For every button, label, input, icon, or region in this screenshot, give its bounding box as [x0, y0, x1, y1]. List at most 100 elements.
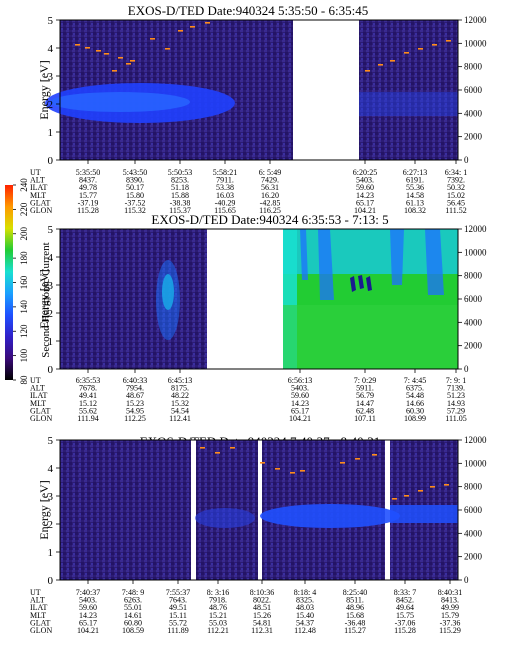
- y2-tick-label: 12000: [464, 224, 487, 234]
- y2-tick-label: 12000: [464, 435, 487, 445]
- table-cell: 65.17: [79, 618, 97, 627]
- colorbar-tick-label: 120: [19, 324, 29, 338]
- table-cell: 48.03: [296, 603, 314, 612]
- table-row-label: UT: [30, 588, 41, 597]
- table-cell: 48.51: [253, 603, 271, 612]
- colorbar-tick-label: 220: [19, 202, 29, 216]
- panel-2-data-gap: [207, 229, 283, 369]
- table-cell: 112.21: [207, 626, 229, 635]
- colorbar-tick-label: 180: [19, 251, 29, 265]
- table-cell: 104.21: [289, 414, 311, 423]
- table-cell: 54.95: [126, 406, 144, 415]
- panel-1-title: EXOS-D/TED Date:940324 5:35:50 - 6:35:45: [128, 3, 368, 18]
- table-cell: -40.29: [215, 198, 236, 207]
- temp-dash: [432, 44, 437, 46]
- table-cell: 6: 5:49: [259, 168, 281, 177]
- panel-2-blue-streaks: [300, 229, 444, 300]
- table-cell: 56.31: [261, 183, 279, 192]
- table-cell: 6263.: [124, 596, 142, 605]
- temp-dash: [96, 50, 101, 52]
- y2-tick-label: 4000: [464, 528, 483, 538]
- table-cell: 48.22: [171, 391, 189, 400]
- table-row-label: GLAT: [30, 198, 51, 207]
- table-row-label: ILAT: [30, 183, 47, 192]
- table-cell: 59.60: [79, 603, 97, 612]
- table-cell: 15.79: [441, 611, 459, 620]
- table-cell: 15.80: [126, 191, 144, 200]
- y2-tick-label: 0: [464, 575, 469, 585]
- table-cell: 111.89: [167, 626, 188, 635]
- table-cell: 15.88: [171, 191, 189, 200]
- table-cell: 116.25: [259, 206, 281, 215]
- panel-3-gap-1: [191, 440, 196, 580]
- y2-tick-label: 8000: [464, 482, 483, 492]
- table-cell: 6:27:13: [403, 168, 427, 177]
- temp-dash: [355, 458, 360, 460]
- table-cell: 8:10:36: [250, 588, 274, 597]
- table-cell: 8437.: [79, 176, 97, 185]
- table-cell: 62.48: [356, 406, 374, 415]
- panel-3-band-right: [390, 505, 458, 523]
- table-cell: -38.38: [170, 198, 191, 207]
- table-cell: 7:48: 9: [122, 588, 144, 597]
- table-cell: 16.03: [216, 191, 234, 200]
- y-tick-label: 4: [48, 463, 54, 475]
- table-cell: 5403.: [79, 596, 97, 605]
- table-cell: 49.64: [396, 603, 414, 612]
- table-cell: 8511.: [346, 596, 364, 605]
- table-cell: 7911.: [216, 176, 234, 185]
- table-cell: 54.81: [253, 618, 271, 627]
- y-tick-label: 0: [48, 364, 54, 376]
- temp-dash: [430, 486, 435, 488]
- table-cell: 111.05: [445, 414, 466, 423]
- table-cell: 55.62: [79, 406, 97, 415]
- table-cell: 115.32: [124, 206, 146, 215]
- table-cell: 5403.: [291, 384, 309, 393]
- table-cell: 56.79: [356, 391, 374, 400]
- table-cell: 8:18: 4: [294, 588, 316, 597]
- temp-dash: [215, 452, 220, 454]
- temp-dash: [444, 484, 449, 486]
- temp-dash: [390, 60, 395, 62]
- y-axis-label: Energy [eV]: [37, 60, 51, 119]
- table-row-label: MLT: [30, 611, 46, 620]
- table-row-label: ILAT: [30, 603, 47, 612]
- y-tick-label: 2: [48, 308, 54, 320]
- temp-dash: [340, 462, 345, 464]
- table-cell: 108.99: [404, 414, 426, 423]
- temp-dash: [200, 447, 205, 449]
- table-cell: 5:50:53: [168, 168, 192, 177]
- table-row-label: MLT: [30, 191, 46, 200]
- table-cell: -36.48: [345, 618, 366, 627]
- temp-dash: [446, 40, 451, 42]
- table-cell: 7: 0:29: [354, 376, 376, 385]
- table-row-label: GLON: [30, 626, 52, 635]
- table-cell: 49.51: [169, 603, 187, 612]
- table-row-label: MLT: [30, 399, 46, 408]
- table-cell: 115.29: [439, 626, 461, 635]
- table-cell: 5:35:50: [76, 168, 100, 177]
- table-cell: -37.19: [78, 198, 99, 207]
- y-tick-label: 4: [48, 43, 54, 55]
- table-cell: 111.52: [445, 206, 466, 215]
- table-cell: 55.01: [124, 603, 142, 612]
- table-row-label: GLAT: [30, 406, 51, 415]
- table-cell: 115.28: [394, 626, 416, 635]
- y-tick-label: 1: [48, 547, 54, 559]
- colorbar-tick-label: 200: [19, 227, 29, 241]
- table-cell: 50.32: [447, 183, 465, 192]
- table-cell: 57.29: [447, 406, 465, 415]
- y-tick-label: 3: [48, 280, 54, 292]
- table-cell: 8390.: [126, 176, 144, 185]
- table-cell: 112.48: [294, 626, 316, 635]
- table-cell: 51.18: [171, 183, 189, 192]
- table-cell: 48.76: [209, 603, 227, 612]
- table-cell: 49.99: [441, 603, 459, 612]
- table-cell: 48.67: [126, 391, 144, 400]
- temp-dash: [404, 52, 409, 54]
- y-tick-label: 5: [48, 15, 54, 27]
- panel-2-title: EXOS-D/TED Date:940324 6:35:53 - 7:13: 5: [151, 212, 388, 227]
- y2-tick-label: 10000: [464, 458, 487, 468]
- table-cell: 15.02: [447, 191, 465, 200]
